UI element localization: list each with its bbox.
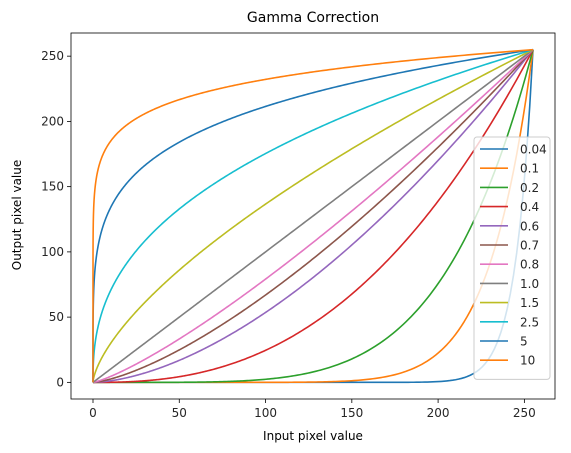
- legend-label: 0.8: [520, 258, 539, 272]
- x-tick-label: 100: [254, 406, 277, 420]
- chart-title: Gamma Correction: [247, 10, 379, 26]
- series-line-9: [92, 48, 534, 383]
- series-line-11: [92, 48, 534, 383]
- y-tick-label: 50: [49, 310, 64, 324]
- legend-box: [473, 136, 551, 380]
- legend-label: 0.7: [520, 239, 539, 253]
- legend: 0.04 0.1 0.2 0.4 0.6 0.7 0.8 1.0 1.5 2.5 5 10: [473, 136, 551, 380]
- series-line-8: [92, 48, 534, 384]
- y-tick-label: 100: [41, 245, 64, 259]
- series-line-7: [92, 49, 534, 384]
- legend-label: 2.5: [520, 315, 539, 329]
- x-tick-label: 0: [89, 406, 97, 420]
- y-axis-ticks: 0 50 100 150 200 250: [41, 49, 71, 389]
- series-line-10: [92, 48, 534, 383]
- y-tick-label: 0: [56, 375, 64, 389]
- x-tick-label: 200: [427, 406, 450, 420]
- legend-label: 0.04: [520, 143, 547, 157]
- legend-label: 0.4: [520, 200, 539, 214]
- y-tick-label: 150: [41, 180, 64, 194]
- legend-label: 0.6: [520, 219, 539, 233]
- x-tick-label: 250: [513, 406, 536, 420]
- legend-label: 10: [520, 354, 535, 368]
- plot-frame: [70, 32, 556, 400]
- y-tick-label: 250: [41, 49, 64, 63]
- legend-label: 1.5: [520, 296, 539, 310]
- series-lines: [92, 48, 534, 384]
- legend-label: 0.2: [520, 181, 539, 195]
- y-tick-label: 200: [41, 114, 64, 128]
- legend-label: 1.0: [520, 277, 539, 291]
- x-tick-label: 50: [172, 406, 187, 420]
- x-axis-label: Input pixel value: [263, 429, 363, 443]
- legend-label: 0.1: [520, 162, 539, 176]
- y-axis-label: Output pixel value: [10, 160, 24, 271]
- x-axis-ticks: 0 50 100 150 200 250: [89, 399, 536, 420]
- x-tick-label: 150: [340, 406, 363, 420]
- legend-label: 5: [520, 335, 528, 349]
- series-line-6: [92, 49, 534, 384]
